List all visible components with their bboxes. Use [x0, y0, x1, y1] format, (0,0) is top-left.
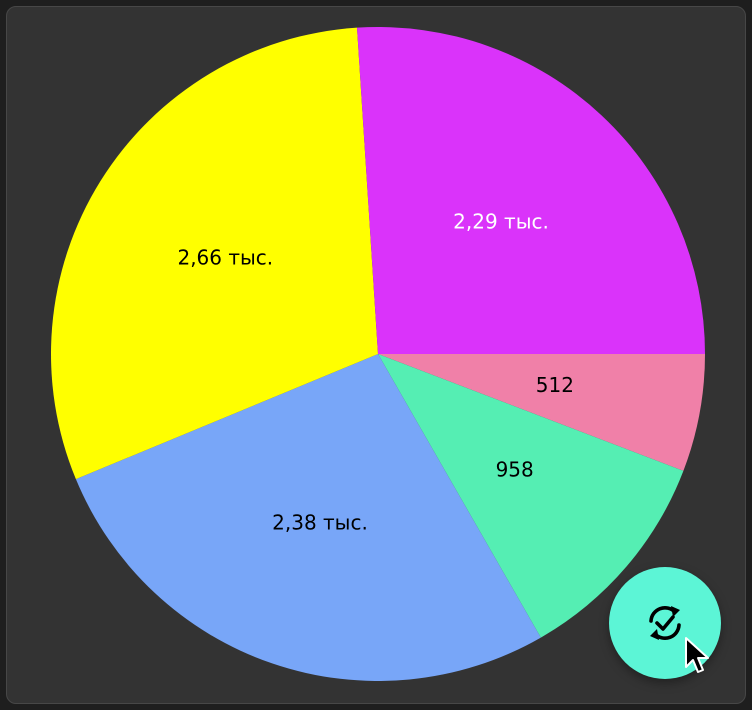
slice-label-3: 2,66 тыс. [177, 245, 273, 269]
chart-window: 512 958 2,38 тыс. 2,66 тыс. 2,29 тыс. [6, 6, 746, 704]
pie-slice-0 [378, 354, 705, 471]
pie-slice-4 [357, 27, 705, 355]
pie-slice-3 [50, 27, 379, 480]
slice-label-1: 958 [496, 457, 534, 481]
slice-label-2: 2,38 тыс. [272, 511, 368, 535]
pie-slice-1 [378, 354, 684, 638]
pie-slice-2 [75, 354, 541, 682]
refresh-button[interactable] [609, 567, 721, 679]
slice-label-4: 2,29 тыс. [453, 209, 549, 233]
pie-chart: 512 958 2,38 тыс. 2,66 тыс. 2,29 тыс. [50, 27, 705, 682]
sync-check-icon [649, 605, 681, 641]
slice-label-0: 512 [536, 373, 574, 397]
